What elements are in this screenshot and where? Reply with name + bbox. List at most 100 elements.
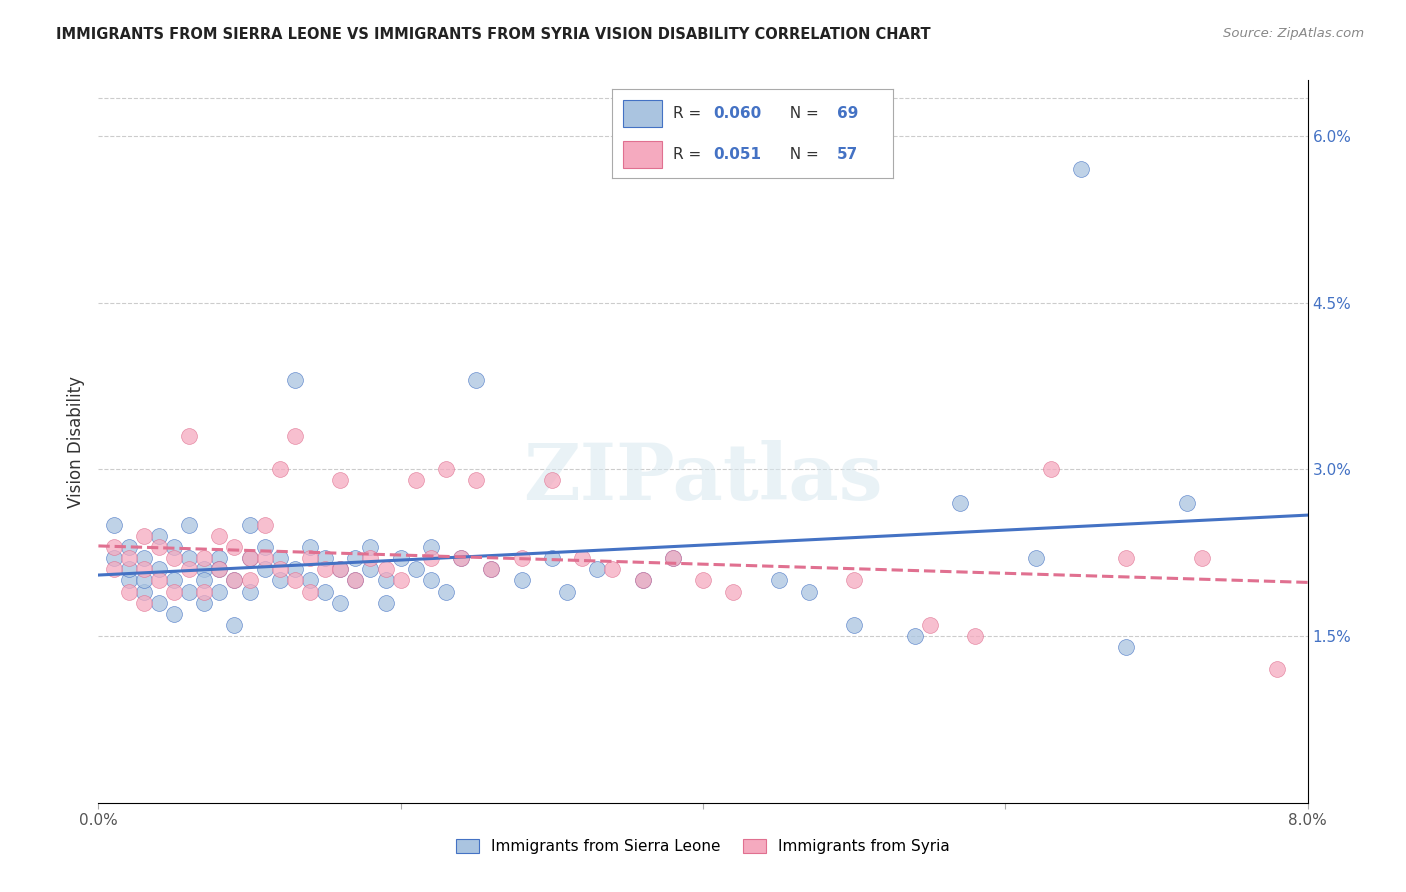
Point <box>465 474 488 488</box>
Point <box>1039 462 1062 476</box>
FancyBboxPatch shape <box>623 141 662 168</box>
Point <box>344 574 367 588</box>
Point <box>374 574 396 588</box>
Point <box>360 540 382 554</box>
Point <box>1191 551 1213 566</box>
Point <box>389 551 412 566</box>
Point <box>420 574 443 588</box>
Point <box>405 474 427 488</box>
Point <box>374 596 396 610</box>
Point <box>239 574 262 588</box>
Point <box>949 496 972 510</box>
Point <box>253 517 276 532</box>
Point <box>118 540 141 554</box>
Point <box>723 584 745 599</box>
Text: 57: 57 <box>837 147 858 161</box>
Point <box>269 574 291 588</box>
Point <box>193 596 215 610</box>
Point <box>420 551 443 566</box>
Point <box>179 551 201 566</box>
Point <box>269 462 291 476</box>
Point <box>329 562 352 576</box>
Point <box>329 474 352 488</box>
Point <box>148 562 170 576</box>
Point <box>239 517 262 532</box>
Point <box>602 562 624 576</box>
Point <box>389 574 412 588</box>
Point <box>329 596 352 610</box>
Point <box>208 562 231 576</box>
Text: R =: R = <box>673 106 707 120</box>
Point <box>118 551 141 566</box>
Point <box>1070 162 1092 177</box>
Text: Source: ZipAtlas.com: Source: ZipAtlas.com <box>1223 27 1364 40</box>
Point <box>284 373 307 387</box>
Point <box>1267 662 1289 676</box>
Point <box>148 596 170 610</box>
Point <box>269 562 291 576</box>
Point <box>118 574 141 588</box>
Point <box>1115 551 1137 566</box>
Point <box>148 574 170 588</box>
Point <box>103 551 125 566</box>
Point <box>179 584 201 599</box>
Point <box>540 474 562 488</box>
Legend: Immigrants from Sierra Leone, Immigrants from Syria: Immigrants from Sierra Leone, Immigrants… <box>450 833 956 860</box>
Point <box>179 517 201 532</box>
Point <box>179 562 201 576</box>
Point <box>163 540 186 554</box>
Point <box>631 574 654 588</box>
Point <box>253 540 276 554</box>
Point <box>239 551 262 566</box>
Point <box>450 551 472 566</box>
Point <box>253 551 276 566</box>
Point <box>299 574 322 588</box>
Point <box>314 584 336 599</box>
Point <box>148 529 170 543</box>
Point <box>269 551 291 566</box>
Point <box>224 574 246 588</box>
Point <box>224 574 246 588</box>
Point <box>360 562 382 576</box>
Point <box>360 551 382 566</box>
Point <box>329 562 352 576</box>
Point <box>163 551 186 566</box>
Text: 69: 69 <box>837 106 858 120</box>
Point <box>132 551 155 566</box>
Point <box>132 562 155 576</box>
Point <box>299 584 322 599</box>
Point <box>844 574 866 588</box>
Point <box>374 562 396 576</box>
Point <box>208 584 231 599</box>
Point <box>797 584 820 599</box>
Point <box>344 574 367 588</box>
Point <box>132 529 155 543</box>
Point <box>965 629 987 643</box>
Point <box>103 540 125 554</box>
Point <box>299 551 322 566</box>
Point <box>132 596 155 610</box>
Point <box>148 540 170 554</box>
Point <box>118 562 141 576</box>
Point <box>193 551 215 566</box>
Point <box>179 429 201 443</box>
FancyBboxPatch shape <box>623 100 662 127</box>
Point <box>284 429 307 443</box>
Point <box>586 562 609 576</box>
Point <box>224 618 246 632</box>
Y-axis label: Vision Disability: Vision Disability <box>66 376 84 508</box>
Point <box>239 584 262 599</box>
Point <box>103 562 125 576</box>
Point <box>284 562 307 576</box>
Point <box>163 574 186 588</box>
Point <box>844 618 866 632</box>
Point <box>193 562 215 576</box>
Point <box>434 462 457 476</box>
Point <box>1115 640 1137 655</box>
Text: 0.060: 0.060 <box>713 106 761 120</box>
Point <box>481 562 503 576</box>
Text: IMMIGRANTS FROM SIERRA LEONE VS IMMIGRANTS FROM SYRIA VISION DISABILITY CORRELAT: IMMIGRANTS FROM SIERRA LEONE VS IMMIGRAN… <box>56 27 931 42</box>
Point <box>450 551 472 566</box>
Point <box>118 584 141 599</box>
Point <box>555 584 578 599</box>
